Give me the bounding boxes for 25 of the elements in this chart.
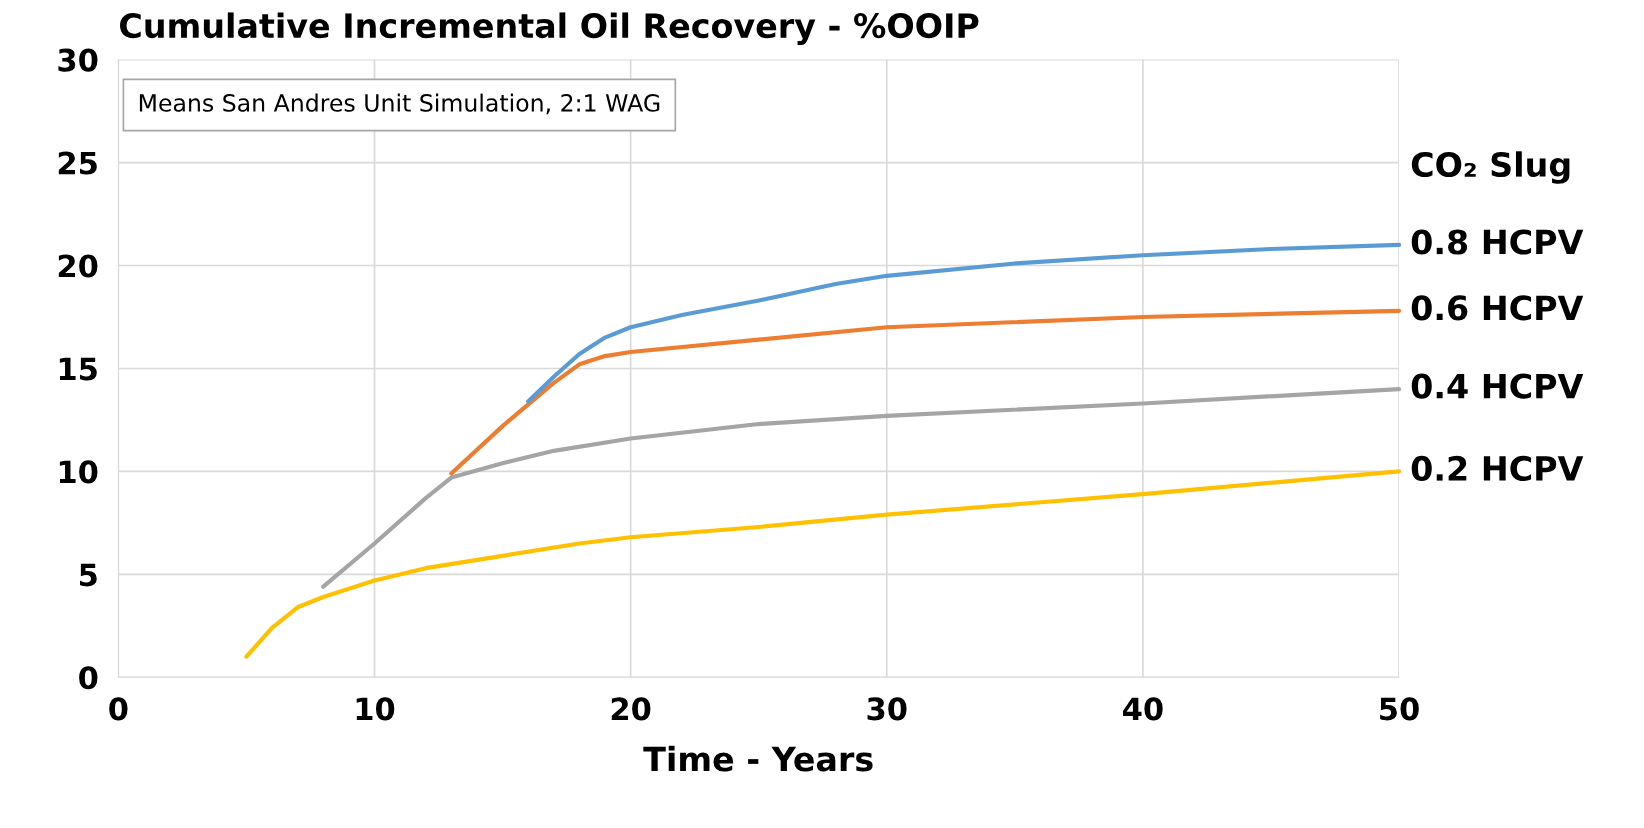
- x-tick-label: 40: [1123, 697, 1163, 721]
- line-series: [244, 469, 1402, 659]
- series-label: 0.8 HCPV: [1411, 229, 1584, 255]
- x-tick-label: 30: [867, 697, 907, 721]
- y-tick-label: 20: [58, 254, 98, 278]
- y-tick-label: 10: [59, 460, 98, 484]
- y-tick-label: 5: [80, 563, 97, 587]
- series-label: 0.2 HCPV: [1411, 455, 1584, 482]
- y-tick-label: 25: [58, 151, 97, 175]
- x-tick-label: 0: [109, 697, 128, 721]
- x-tick-label: 50: [1380, 697, 1419, 721]
- x-tick-label: 20: [611, 697, 651, 721]
- series-label: 0.6 HCPV: [1411, 295, 1584, 321]
- chart-title: Cumulative Incremental Oil Recovery - %OOIP: [120, 12, 979, 45]
- annotation: Means San Andres Unit Simulation, 2:1 WAG: [139, 93, 660, 115]
- y-tick-label: 15: [59, 357, 97, 381]
- legend-title: CO₂ Slug: [1411, 151, 1570, 184]
- series-label: 0.4 HCPV: [1411, 373, 1584, 399]
- line-series: [526, 242, 1402, 404]
- line-series: [449, 308, 1402, 476]
- x-tick-label: 10: [356, 697, 395, 721]
- line-series: [321, 386, 1402, 589]
- x-axis-title: Time - Years: [643, 745, 873, 772]
- y-tick-label: 30: [58, 48, 98, 72]
- y-tick-label: 0: [79, 666, 98, 690]
